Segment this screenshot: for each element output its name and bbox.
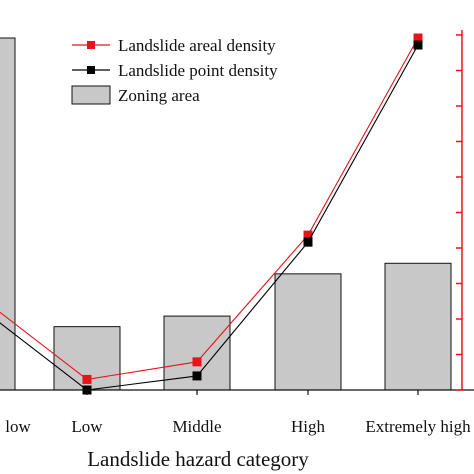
x-axis-title: Landslide hazard category: [87, 447, 309, 471]
right-axis-ticks: [456, 34, 462, 391]
legend-label-zoning: Zoning area: [118, 86, 200, 105]
x-tick-labels: low Low Middle High Extremely high: [5, 417, 471, 436]
legend-label-areal: Landslide areal density: [118, 36, 276, 55]
legend-label-point: Landslide point density: [118, 61, 278, 80]
zoning-bar-extremely-low: [0, 37, 16, 391]
landslide-point-density-marker-high: [303, 237, 313, 247]
legend: Landslide areal density Landslide point …: [71, 36, 278, 105]
x-tick-label-low: Low: [71, 417, 103, 436]
landslide-areal-density-marker-extremely-high: [413, 33, 423, 43]
density-lines: [0, 33, 423, 395]
x-tick-label-extremely-low: low: [5, 417, 31, 436]
zoning-bar-high: [274, 273, 342, 391]
zoning-area-bars: [0, 37, 452, 391]
landslide-areal-density-marker-high: [303, 230, 313, 240]
axes: [0, 30, 474, 395]
landslide-point-density-marker-middle: [192, 371, 202, 381]
landslide-areal-density-marker-low: [82, 374, 92, 384]
legend-marker-areal: [87, 41, 95, 49]
x-axis-ticks: [86, 390, 419, 395]
legend-swatch-zoning: [71, 85, 111, 105]
x-tick-label-high: High: [291, 417, 326, 436]
legend-marker-point: [87, 66, 95, 74]
x-tick-label-middle: Middle: [172, 417, 221, 436]
landslide-point-density-marker-extremely-high: [413, 40, 423, 50]
legend-item-point-density: Landslide point density: [72, 61, 278, 80]
landslide-areal-density-marker-middle: [192, 357, 202, 367]
legend-item-areal-density: Landslide areal density: [72, 36, 276, 55]
legend-item-zoning-area: Zoning area: [71, 85, 200, 105]
zoning-bar-extremely-high: [384, 262, 452, 391]
x-tick-label-extremely-high: Extremely high: [365, 417, 471, 436]
